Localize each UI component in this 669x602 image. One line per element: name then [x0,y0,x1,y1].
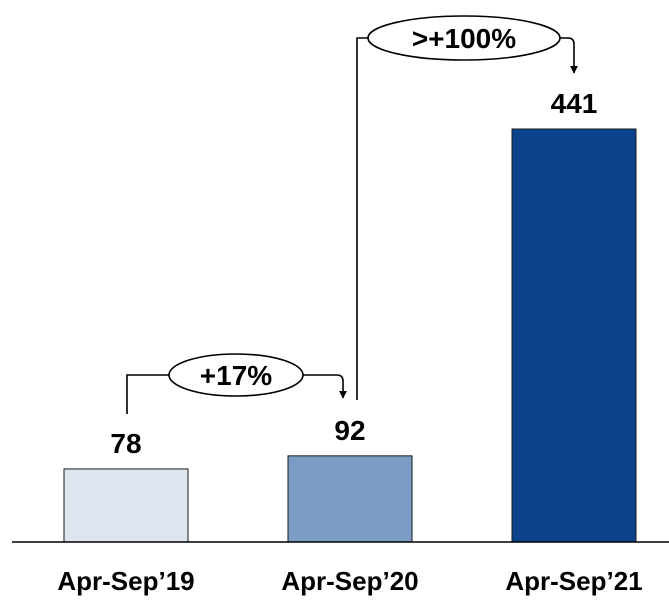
category-label-2: Apr-Sep’20 [281,566,418,596]
growth-connector-2 [356,37,578,400]
category-label-3: Apr-Sep’21 [505,566,642,596]
value-label-3: 441 [551,88,598,119]
growth-label-1: +17% [200,360,272,391]
bar-1 [63,468,189,543]
bar-3 [511,128,637,543]
growth-connector-1 [126,374,347,414]
bar-2 [287,455,413,543]
growth-label-2: >+100% [412,23,516,54]
category-label-1: Apr-Sep’19 [57,566,194,596]
value-label-2: 92 [334,415,365,446]
growth-callout-2 [367,15,561,61]
value-label-1: 78 [110,428,141,459]
growth-callout-1 [168,353,304,397]
